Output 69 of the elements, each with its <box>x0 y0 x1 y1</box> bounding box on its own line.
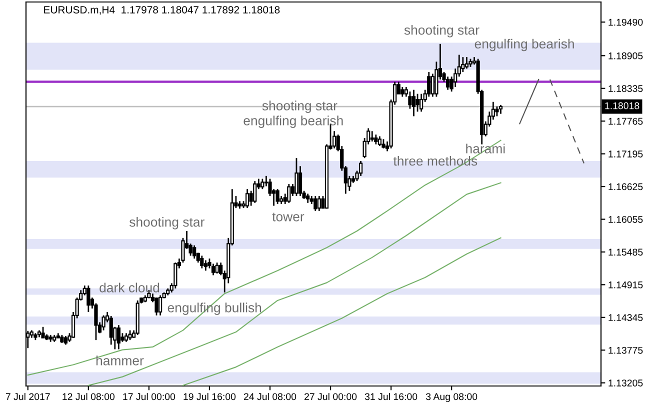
candlestick <box>154 296 158 316</box>
candlestick <box>260 178 264 190</box>
annotation: shooting star <box>404 25 480 38</box>
candlestick <box>192 244 196 260</box>
annotation: tower <box>272 212 304 222</box>
x-tick-label: 19 Jul 16:00 <box>184 392 236 400</box>
candlestick <box>420 93 424 112</box>
x-tick-label: 17 Jul 00:00 <box>123 392 176 400</box>
annotation: shooting star <box>129 217 204 230</box>
candlestick <box>374 134 378 146</box>
y-tick-label: 1.18905 <box>608 52 643 60</box>
candlestick <box>215 262 219 274</box>
y-tick-label: 1.13775 <box>608 346 643 354</box>
candlestick <box>253 180 257 204</box>
candlestick <box>464 56 469 70</box>
y-tick-label: 1.19490 <box>608 18 643 26</box>
candlestick <box>430 73 434 98</box>
y-tick-label: 1.15485 <box>608 248 643 256</box>
candlestick <box>41 326 45 338</box>
candlestick <box>400 86 404 98</box>
candlestick <box>86 284 90 313</box>
x-tick-label: 24 Jul 08:00 <box>244 392 296 400</box>
x-tick-label: 7 Jul 2017 <box>6 392 50 400</box>
ref-line-label: 1.18018 <box>605 102 640 110</box>
candlestick <box>461 56 465 73</box>
annotation: engulfing bearish <box>474 38 574 52</box>
candlestick <box>294 157 298 197</box>
candlestick <box>378 136 382 147</box>
candlestick <box>416 93 420 112</box>
candlestick <box>495 106 499 117</box>
x-tick-label: 27 Jul 00:00 <box>304 392 357 400</box>
y-tick-label: 1.17765 <box>608 118 643 125</box>
annotation: engulfing bearish <box>244 116 343 128</box>
candlestick <box>298 165 302 197</box>
candlestick <box>204 260 208 272</box>
y-tick-label: 1.17195 <box>608 150 643 158</box>
candlestick <box>314 195 318 212</box>
y-tick-label: 1.18335 <box>608 85 643 92</box>
candlestick <box>174 262 178 290</box>
candlestick <box>370 130 374 142</box>
x-tick-label: 3 Aug 08:00 <box>426 393 478 402</box>
candlestick <box>116 324 120 350</box>
y-tick-label: 1.16625 <box>608 183 643 190</box>
x-tick-label: 12 Jul 08:00 <box>62 392 115 400</box>
candlestick <box>358 160 363 177</box>
candlestick <box>446 76 450 91</box>
y-tick-label: 1.13205 <box>608 380 643 386</box>
candlestick <box>306 193 310 204</box>
chart-title: EURUSD.m,H4 1.17978 1.18047 1.17892 1.18018 <box>44 6 280 15</box>
candlestick <box>382 138 386 150</box>
candlestick <box>412 89 416 117</box>
line-series <box>88 182 502 386</box>
candlestick <box>109 315 113 346</box>
candlestick <box>102 314 106 332</box>
y-tick-label: 1.16055 <box>608 216 643 223</box>
annotation: hammer <box>96 356 144 366</box>
y-tick-label: 1.14915 <box>608 281 643 288</box>
y-tick-label: 1.14345 <box>608 314 643 322</box>
candlestick <box>408 90 412 110</box>
annotation: shooting star <box>262 100 338 113</box>
candlestick <box>128 330 132 341</box>
annotation: dark cloud <box>100 282 160 292</box>
candlestick <box>287 183 291 204</box>
x-tick-label: 31 Jul 16:00 <box>364 392 418 400</box>
candlestick <box>245 188 250 209</box>
candlestick <box>158 294 162 316</box>
candlestick <box>200 255 204 270</box>
candlestick <box>317 195 321 212</box>
candlestick <box>276 188 280 205</box>
